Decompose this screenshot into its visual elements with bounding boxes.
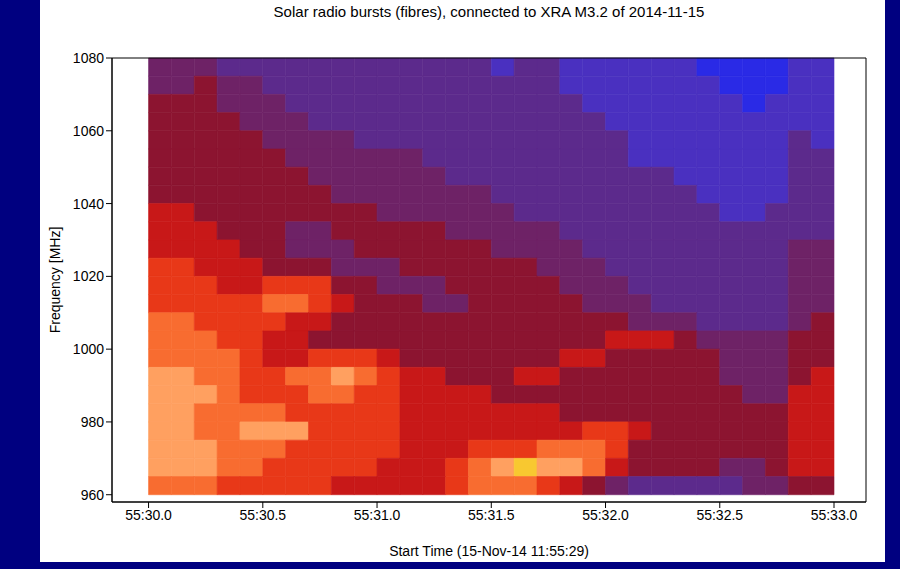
svg-text:55:32.5: 55:32.5 <box>696 507 743 523</box>
svg-text:1040: 1040 <box>73 196 104 212</box>
svg-text:55:32.0: 55:32.0 <box>582 507 629 523</box>
svg-text:55:31.5: 55:31.5 <box>468 507 515 523</box>
svg-text:Start Time (15-Nov-14 11:55:29: Start Time (15-Nov-14 11:55:29) <box>389 543 589 559</box>
svg-text:1000: 1000 <box>73 341 104 357</box>
svg-text:55:31.0: 55:31.0 <box>354 507 401 523</box>
html-text:Solar radio bursts (fibres), c: Solar radio bursts (fibres), connected t… <box>273 3 705 20</box>
svg-text:980: 980 <box>81 414 105 430</box>
svg-text:1020: 1020 <box>73 268 104 284</box>
svg-text:55:30.0: 55:30.0 <box>125 507 172 523</box>
svg-text:55:30.5: 55:30.5 <box>239 507 286 523</box>
svg-text:Frequency [MHz]: Frequency [MHz] <box>47 227 63 334</box>
svg-text:960: 960 <box>81 487 105 503</box>
svg-text:1080: 1080 <box>73 50 104 66</box>
svg-text:1060: 1060 <box>73 123 104 139</box>
svg-text:55:33.0: 55:33.0 <box>811 507 858 523</box>
